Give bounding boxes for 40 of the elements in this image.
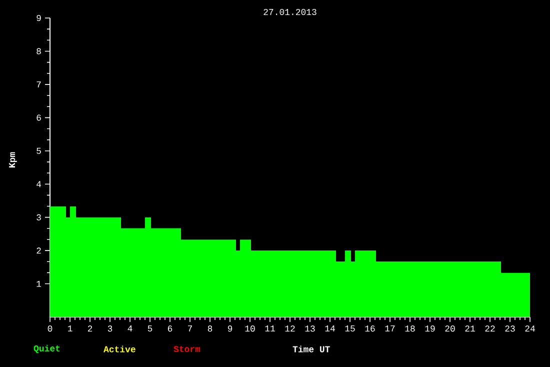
x-tick-label: 6 (168, 326, 172, 332)
x-tick-label: 24 (525, 326, 535, 332)
x-tick-label: 3 (108, 326, 112, 332)
x-tick-label: 9 (228, 326, 232, 332)
y-tick-label: 1 (36, 280, 42, 287)
x-axis-title: Time UT (292, 346, 330, 352)
x-tick-label: 16 (365, 326, 375, 332)
x-tick-label: 13 (305, 326, 315, 332)
x-tick-label: 18 (405, 326, 415, 332)
x-tick-label: 23 (505, 326, 515, 332)
chart-title: 27.01.2013 (264, 8, 316, 16)
y-tick-label: 5 (36, 148, 41, 154)
x-tick-label: 15 (345, 326, 355, 332)
x-tick-label: 5 (148, 326, 152, 332)
y-tick-label: 2 (36, 248, 41, 254)
x-tick-label: 22 (485, 326, 495, 332)
y-tick-label: 4 (36, 181, 42, 188)
text: Quiet (34, 344, 60, 354)
y-tick-label: 7 (36, 81, 41, 88)
y-tick-label: 6 (36, 114, 41, 121)
legend-label: Active (104, 346, 136, 352)
x-tick-label: 19 (425, 326, 435, 332)
x-tick-label: 20 (445, 326, 455, 332)
y-axis-title: Kpm (9, 152, 17, 168)
y-tick-label: 9 (36, 14, 41, 22)
legend-label: Storm (174, 346, 200, 352)
x-tick-label: 10 (245, 326, 255, 332)
x-tick-label: 8 (208, 326, 212, 332)
x-tick-label: 12 (285, 326, 295, 332)
x-tick-label: 14 (325, 326, 335, 332)
x-tick-label: 21 (465, 326, 475, 332)
x-tick-label: 7 (188, 326, 192, 332)
x-tick-label: 2 (88, 326, 92, 332)
x-tick-label: 11 (265, 326, 275, 332)
x-tick-label: 4 (128, 326, 132, 332)
x-tick-label: 17 (385, 326, 395, 332)
y-tick-label: 3 (36, 214, 41, 220)
x-tick-label: 0 (48, 326, 52, 332)
y-tick-label: 8 (36, 48, 41, 54)
x-tick-label: 1 (68, 326, 72, 332)
